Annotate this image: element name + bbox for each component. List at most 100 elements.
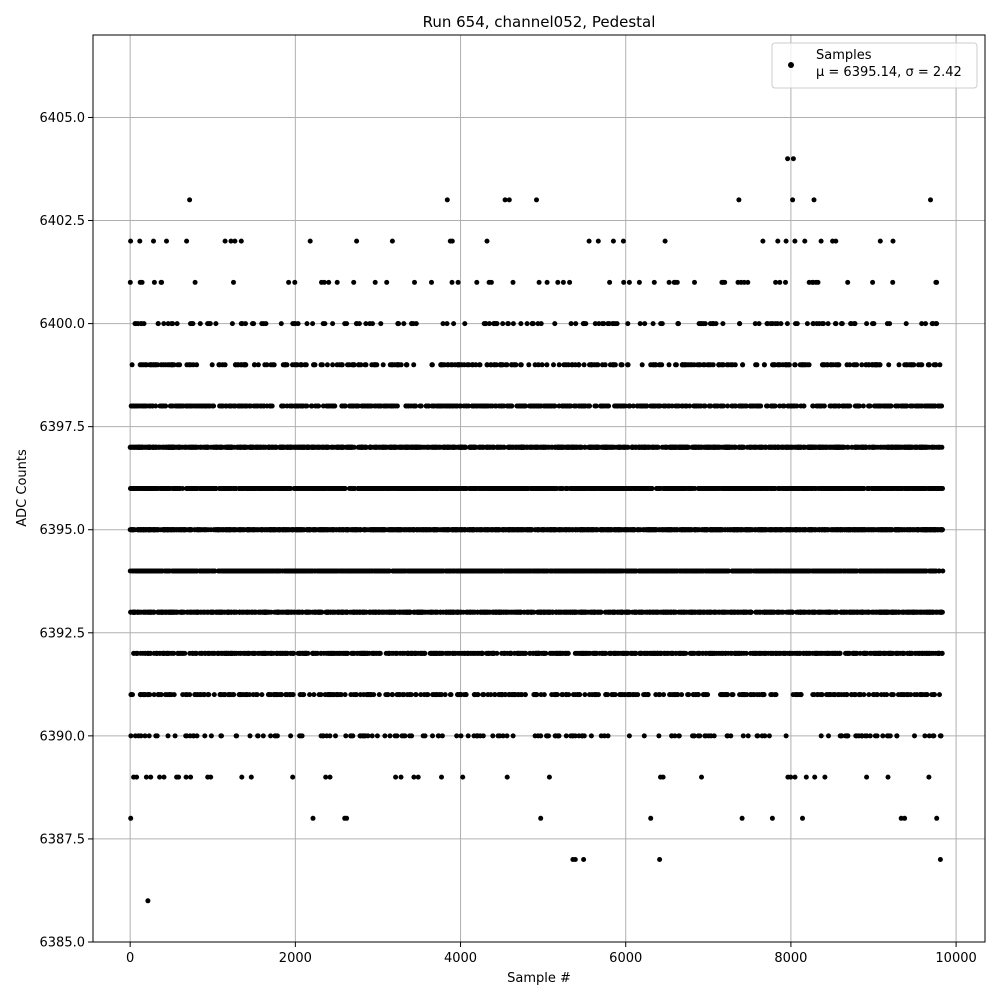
data-point <box>481 692 487 698</box>
data-point <box>497 733 503 739</box>
data-point <box>494 650 500 656</box>
data-point <box>771 609 777 615</box>
data-point <box>161 774 167 780</box>
data-point <box>849 692 855 698</box>
data-point <box>365 733 371 739</box>
data-point <box>935 650 940 656</box>
data-point <box>710 568 716 574</box>
data-point <box>931 568 936 574</box>
data-point <box>594 650 600 656</box>
data-point <box>499 568 505 574</box>
data-point <box>522 568 528 574</box>
data-point <box>488 692 494 698</box>
data-point <box>173 609 179 615</box>
data-point <box>624 650 630 656</box>
data-point <box>229 650 235 656</box>
data-point <box>581 733 587 739</box>
data-point <box>931 692 937 698</box>
data-point <box>831 609 837 615</box>
data-point <box>425 568 431 574</box>
data-point <box>239 774 245 780</box>
data-point <box>333 733 338 739</box>
data-point <box>541 650 547 656</box>
data-point <box>613 568 619 574</box>
data-point <box>237 609 243 615</box>
data-point <box>770 650 776 656</box>
data-point <box>657 692 663 698</box>
data-point <box>367 692 373 698</box>
data-point <box>643 692 649 698</box>
data-point <box>371 650 377 656</box>
data-point <box>191 733 197 739</box>
data-point <box>878 650 883 656</box>
data-point <box>177 609 183 615</box>
data-point <box>699 774 704 780</box>
data-point <box>821 650 827 656</box>
data-point <box>874 733 880 739</box>
data-point <box>288 609 294 615</box>
data-point <box>270 568 276 574</box>
data-point <box>501 609 506 615</box>
data-point <box>803 774 809 780</box>
data-point <box>637 609 643 615</box>
data-point <box>653 692 659 698</box>
data-point <box>466 650 472 656</box>
data-point <box>443 609 449 615</box>
data-point <box>342 692 348 698</box>
data-point <box>675 692 681 698</box>
data-point <box>510 692 516 698</box>
data-point <box>436 692 442 698</box>
data-point <box>134 650 139 656</box>
data-point <box>746 609 752 615</box>
data-point <box>658 609 664 615</box>
data-point <box>128 815 134 821</box>
data-point <box>797 609 803 615</box>
data-point <box>912 733 917 739</box>
data-point <box>403 609 409 615</box>
data-point <box>345 568 351 574</box>
data-point <box>784 568 790 574</box>
data-point <box>389 650 395 656</box>
data-point <box>888 568 894 574</box>
data-point <box>922 733 928 739</box>
data-point <box>350 650 356 656</box>
data-point <box>723 650 728 656</box>
data-point <box>210 609 216 615</box>
data-point <box>664 650 670 656</box>
data-point <box>812 609 818 615</box>
data-point <box>608 650 614 656</box>
data-point <box>558 650 564 656</box>
data-point <box>327 733 333 739</box>
data-point <box>387 733 393 739</box>
data-point <box>425 692 431 698</box>
data-point <box>864 733 870 739</box>
data-point <box>289 568 294 574</box>
data-point <box>859 609 865 615</box>
data-point <box>394 568 400 574</box>
data-point <box>745 568 751 574</box>
data-point <box>538 733 544 739</box>
data-point <box>605 692 611 698</box>
data-point <box>924 650 930 656</box>
data-points <box>127 156 946 904</box>
data-point <box>130 692 135 698</box>
data-point <box>881 650 887 656</box>
data-point <box>269 650 275 656</box>
data-point <box>818 650 823 656</box>
data-point <box>491 568 497 574</box>
data-point <box>143 774 149 780</box>
data-point <box>484 609 490 615</box>
data-point <box>583 650 589 656</box>
data-point <box>680 650 686 656</box>
data-point <box>880 568 886 574</box>
data-point <box>460 650 466 656</box>
data-point <box>737 692 743 698</box>
data-point <box>357 568 363 574</box>
data-point <box>931 733 937 739</box>
data-point <box>818 733 824 739</box>
data-point <box>813 650 819 656</box>
data-point <box>733 568 738 574</box>
data-point <box>651 568 657 574</box>
data-point <box>279 692 284 698</box>
